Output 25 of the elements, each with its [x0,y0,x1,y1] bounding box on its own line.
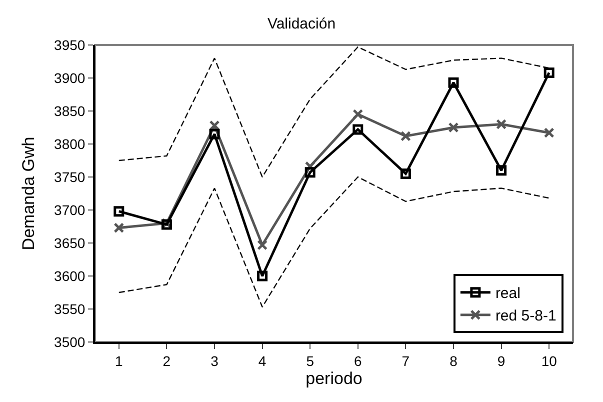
x-tick-label: 6 [354,352,362,369]
x-tick-label: 1 [115,352,123,369]
y-tick-label: 3550 [54,300,86,317]
x-tick-label: 8 [450,352,458,369]
x-tick-label: 9 [497,352,506,369]
y-tick-label: 3600 [54,268,86,284]
chart-title: Validación [267,16,336,33]
x-tick-label: 4 [258,352,266,369]
y-tick-label: 3700 [54,202,86,218]
legend-label: real [495,285,520,302]
x-tick-label: 10 [541,352,558,369]
x-tick-label: 5 [306,352,314,369]
x-tick-label: 2 [162,352,171,369]
y-tick-label: 3850 [54,102,86,119]
y-tick-label: 3900 [54,70,86,86]
x-axis-title: periodo [306,368,362,388]
y-tick-label: 3750 [54,168,86,185]
y-tick-label: 3800 [54,136,86,152]
y-tick-label: 3650 [54,234,86,251]
y-tick-label: 3500 [54,334,86,350]
x-tick-label: 7 [402,352,410,369]
y-axis-title: Demanda Gwh [19,136,38,250]
x-tick-label: 3 [210,352,219,369]
y-tick-label: 3950 [54,36,86,53]
legend-label: red 5-8-1 [495,308,556,325]
